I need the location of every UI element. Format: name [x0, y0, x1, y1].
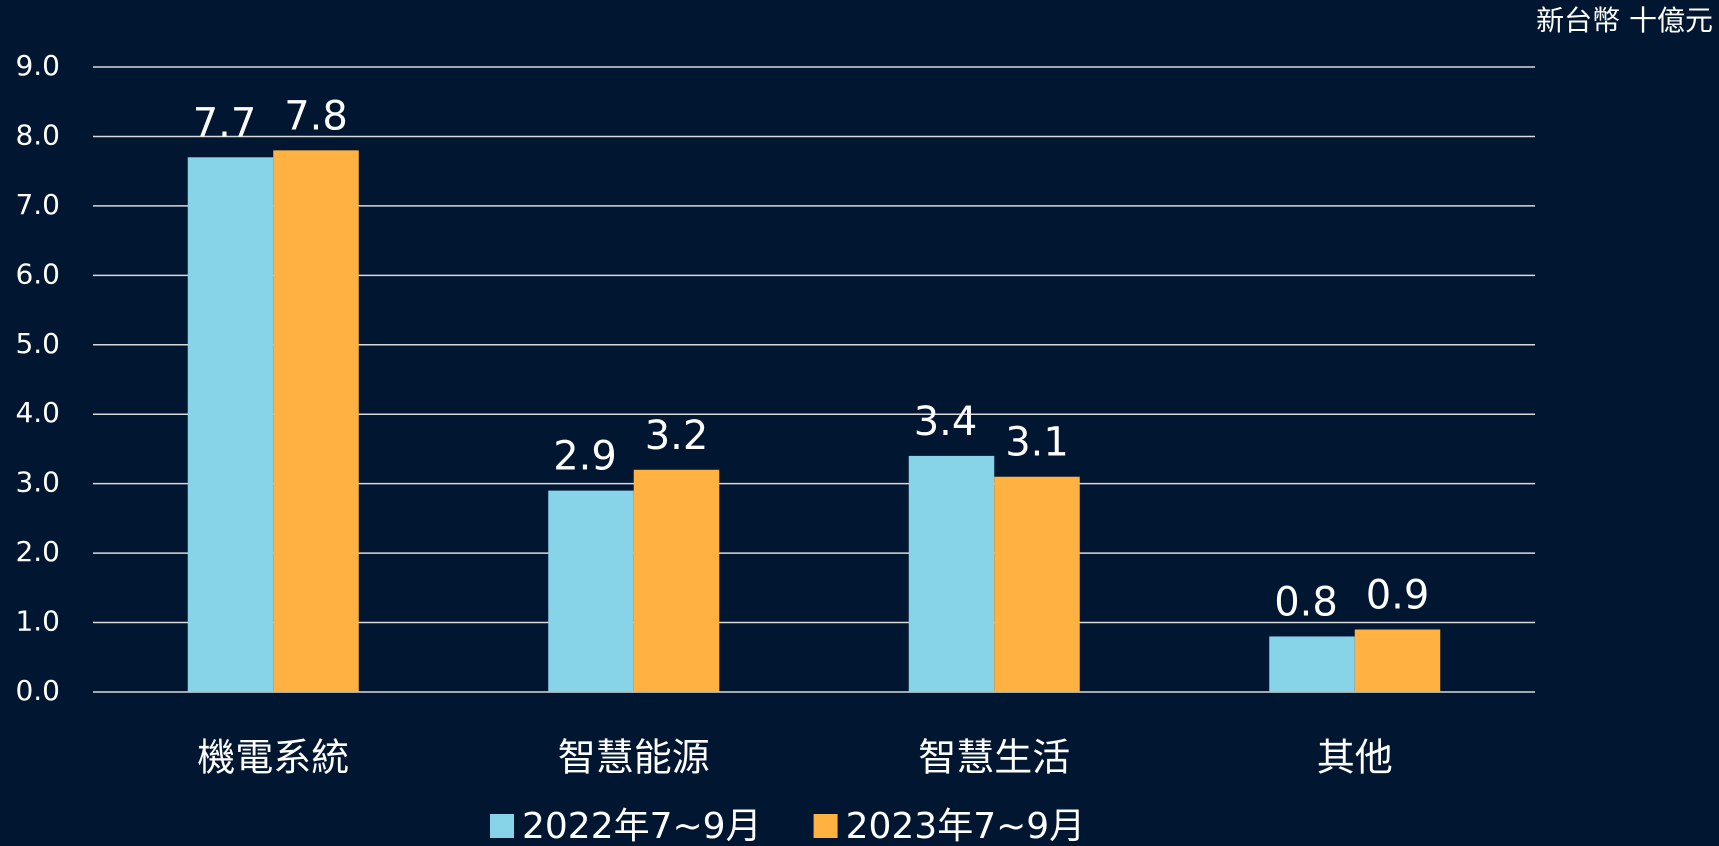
- x-tick-label: 其他: [1317, 736, 1393, 780]
- data-label: 2.9: [553, 434, 617, 480]
- legend-label: 2023年7~9月: [846, 806, 1086, 846]
- data-label: 7.8: [284, 93, 348, 139]
- bar: [633, 469, 720, 692]
- legend-swatch: [490, 814, 514, 838]
- bar: [1269, 636, 1355, 692]
- x-tick-label: 智慧能源: [558, 736, 710, 780]
- y-tick-label: 4.0: [15, 396, 60, 429]
- x-tick-label: 機電系統: [197, 736, 349, 780]
- data-label: 3.4: [914, 399, 978, 445]
- x-tick-label: 智慧生活: [918, 736, 1070, 780]
- bar: [1354, 629, 1441, 692]
- y-tick-label: 7.0: [15, 188, 60, 221]
- unit-label: 新台幣 十億元: [1536, 4, 1713, 37]
- data-label: 0.8: [1274, 579, 1338, 625]
- bar: [187, 157, 274, 692]
- y-tick-label: 1.0: [15, 605, 60, 638]
- y-tick-label: 5.0: [15, 327, 60, 360]
- y-tick-label: 0.0: [15, 674, 60, 707]
- y-tick-label: 3.0: [15, 466, 60, 499]
- bar: [273, 150, 359, 693]
- legend-swatch: [813, 814, 838, 838]
- data-label: 3.1: [1005, 420, 1069, 466]
- y-tick-label: 8.0: [15, 118, 60, 151]
- data-label: 7.7: [193, 100, 257, 146]
- y-tick-label: 2.0: [15, 535, 60, 568]
- legend-label: 2022年7~9月: [522, 806, 762, 846]
- bar: [908, 455, 995, 692]
- bar: [994, 476, 1080, 692]
- data-label: 3.2: [645, 413, 709, 459]
- y-tick-label: 6.0: [15, 257, 60, 290]
- bar: [548, 490, 634, 692]
- data-label: 0.9: [1366, 573, 1430, 619]
- y-tick-label: 9.0: [15, 49, 60, 82]
